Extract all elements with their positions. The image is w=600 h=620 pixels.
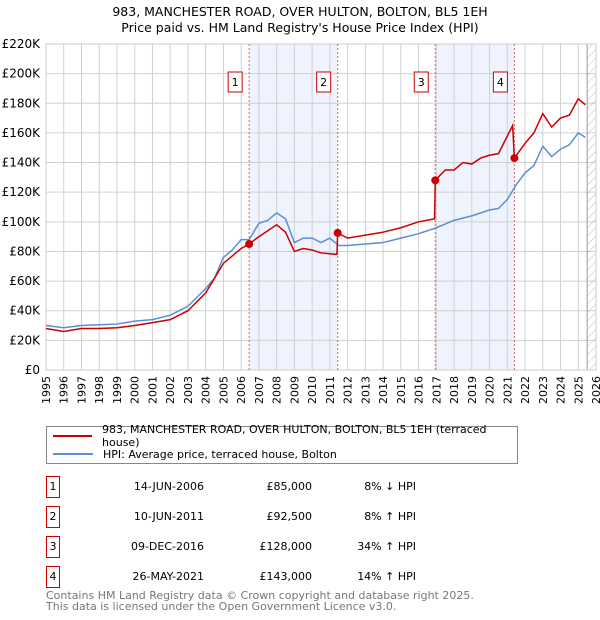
chart-title: 983, MANCHESTER ROAD, OVER HULTON, BOLTO…	[112, 4, 488, 19]
legend: 983, MANCHESTER ROAD, OVER HULTON, BOLTO…	[46, 423, 518, 464]
y-tick-label: £220K	[2, 37, 42, 51]
y-tick-label: £80K	[9, 244, 41, 258]
x-tick-label: 2022	[519, 376, 532, 404]
y-tick-label: £20K	[9, 333, 41, 347]
sale-number: 4	[46, 566, 60, 588]
legend-line-blue	[53, 453, 93, 455]
sale-price: £92,500	[266, 510, 313, 523]
sale-hpi-diff: 34% ↑ HPI	[357, 540, 416, 553]
x-tick-label: 2007	[253, 376, 266, 404]
sale-label-box	[227, 71, 243, 93]
sale-row: 4 26-MAY-2021 £143,000 14% ↑ HPI	[46, 566, 466, 588]
sale-date: 14-JUN-2006	[133, 480, 204, 493]
sale-point	[510, 154, 519, 163]
y-tick-label: £120K	[2, 185, 42, 199]
y-tick-label: £0	[25, 363, 40, 377]
x-tick-label: 2006	[235, 376, 248, 404]
x-tick-label: 2020	[484, 376, 497, 404]
x-tick-label: 1998	[93, 376, 106, 404]
hpi-line	[45, 131, 586, 329]
x-tick-label: 2026	[590, 376, 600, 404]
x-tick-label: 2018	[448, 376, 461, 404]
sale-label: 1	[232, 76, 239, 89]
sale-hpi-diff: 14% ↑ HPI	[357, 570, 416, 583]
x-tick-label: 1999	[111, 376, 124, 404]
sale-price: £128,000	[259, 540, 313, 553]
sale-period-band	[435, 44, 515, 370]
x-tick-label: 1997	[75, 376, 88, 404]
x-tick-label: 1996	[58, 376, 71, 404]
legend-item-property: 983, MANCHESTER ROAD, OVER HULTON, BOLTO…	[53, 423, 517, 449]
sale-price: £143,000	[259, 570, 313, 583]
plot-border	[45, 43, 597, 371]
y-tick-label: £140K	[2, 156, 42, 170]
x-tick-label: 2025	[572, 376, 585, 404]
sale-row: 2 10-JUN-2011 £92,500 8% ↑ HPI	[46, 506, 466, 528]
footer-copyright: Contains HM Land Registry data © Crown c…	[46, 589, 474, 602]
x-tick-label: 2004	[200, 376, 213, 404]
legend-label: HPI: Average price, terraced house, Bolt…	[103, 447, 337, 461]
x-tick-label: 2003	[182, 376, 195, 404]
sale-number: 3	[46, 536, 60, 558]
x-tick-label: 2010	[306, 376, 319, 404]
sale-row: 3 09-DEC-2016 £128,000 34% ↑ HPI	[46, 536, 466, 558]
chart-subtitle: Price paid vs. HM Land Registry's House …	[121, 20, 479, 35]
sale-date: 10-JUN-2011	[133, 510, 204, 523]
x-tick-label: 2008	[271, 376, 284, 404]
sale-date: 09-DEC-2016	[130, 540, 204, 553]
x-tick-label: 2017	[430, 376, 443, 404]
x-tick-label: 2015	[395, 376, 408, 404]
x-tick-label: 2005	[217, 376, 230, 404]
footer-licence: This data is licensed under the Open Gov…	[46, 600, 397, 613]
x-tick-label: 2002	[164, 376, 177, 404]
sale-hpi-diff: 8% ↓ HPI	[364, 480, 416, 493]
x-tick-label: 1995	[40, 376, 53, 404]
sale-date: 26-MAY-2021	[132, 570, 204, 583]
x-tick-label: 2001	[146, 376, 159, 404]
sale-label: 2	[320, 76, 327, 89]
sale-label-box	[492, 71, 508, 93]
sale-number: 2	[46, 506, 60, 528]
sale-point	[245, 240, 254, 249]
y-tick-label: £60K	[9, 274, 41, 288]
y-tick-label: £180K	[2, 96, 42, 110]
x-tick-label: 2013	[359, 376, 372, 404]
forecast-hatch	[587, 44, 596, 370]
legend-item-hpi: HPI: Average price, terraced house, Bolt…	[53, 446, 337, 462]
legend-line-red	[53, 435, 93, 437]
sale-number: 1	[46, 476, 60, 498]
x-tick-label: 2014	[377, 376, 390, 404]
sale-price: £85,000	[266, 480, 313, 493]
sale-period-band	[249, 44, 338, 370]
sale-label-box	[316, 71, 332, 93]
x-tick-label: 2023	[537, 376, 550, 404]
sale-point	[333, 228, 342, 237]
x-tick-label: 2019	[466, 376, 479, 404]
sale-row: 1 14-JUN-2006 £85,000 8% ↓ HPI	[46, 476, 466, 498]
x-tick-label: 2016	[413, 376, 426, 404]
x-tick-label: 2000	[129, 376, 142, 404]
y-tick-label: £200K	[2, 67, 42, 81]
sale-label: 3	[418, 76, 425, 89]
sale-point	[431, 176, 440, 185]
y-tick-label: £160K	[2, 126, 42, 140]
price-chart: 1995 1996 1997 1998 1999 2000 2001 2002 2003 2004…	[2, 37, 600, 404]
x-tick-label: 2009	[288, 376, 301, 404]
x-tick-label: 2021	[501, 376, 514, 404]
legend-label: 983, MANCHESTER ROAD, OVER HULTON, BOLTO…	[102, 423, 487, 449]
sale-label-box	[413, 71, 429, 93]
sale-label: 4	[497, 76, 504, 89]
x-tick-label: 2024	[555, 376, 568, 404]
x-tick-label: 2011	[324, 376, 337, 404]
y-tick-label: £100K	[2, 215, 42, 229]
y-tick-label: £40K	[9, 304, 41, 318]
sale-hpi-diff: 8% ↑ HPI	[364, 510, 416, 523]
x-tick-label: 2012	[342, 376, 355, 404]
